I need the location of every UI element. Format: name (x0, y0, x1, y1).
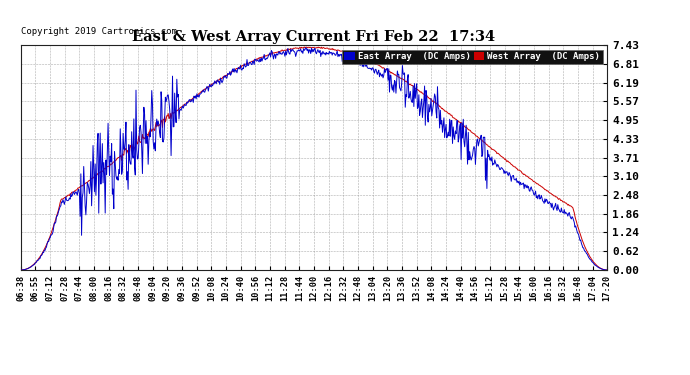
Title: East & West Array Current Fri Feb 22  17:34: East & West Array Current Fri Feb 22 17:… (132, 30, 495, 44)
Text: Copyright 2019 Cartronics.com: Copyright 2019 Cartronics.com (21, 27, 177, 36)
Legend: East Array  (DC Amps), West Array  (DC Amps): East Array (DC Amps), West Array (DC Amp… (342, 50, 602, 64)
